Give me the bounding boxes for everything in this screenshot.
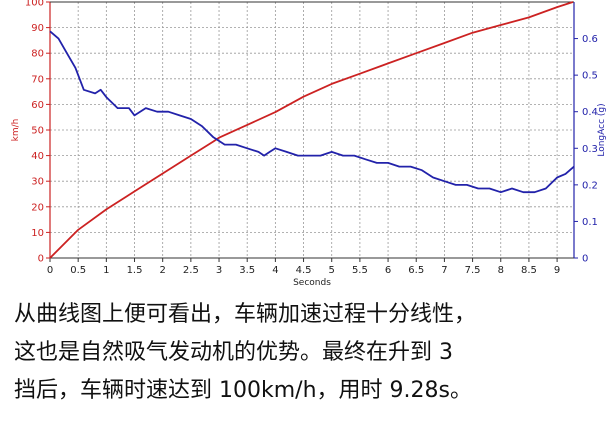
x-tick-label: 0 xyxy=(47,265,53,276)
y-right-tick-label: 0.6 xyxy=(582,34,598,45)
caption-line: 这也是自然吸气发动机的优势。最终在升到 3 xyxy=(14,340,453,365)
x-axis-title: Seconds xyxy=(293,278,331,288)
x-tick-label: 4 xyxy=(272,265,278,276)
chart-series xyxy=(49,1,575,259)
y-left-tick-label: 30 xyxy=(31,177,44,188)
x-tick-label: 3.5 xyxy=(239,265,255,276)
x-tick-label: 1.5 xyxy=(127,265,143,276)
y-right-tick-label: 0.2 xyxy=(582,180,598,191)
y-left-tick-label: 60 xyxy=(31,100,44,111)
y-left-tick-label: 20 xyxy=(31,202,44,213)
x-tick-label: 0.5 xyxy=(70,265,86,276)
y-right-tick-label: 0.4 xyxy=(582,107,598,118)
speed-series-line xyxy=(49,1,574,259)
x-tick-label: 4.5 xyxy=(296,265,312,276)
y-left-tick-label: 10 xyxy=(31,228,44,239)
x-tick-label: 8 xyxy=(498,265,504,276)
y-right-tick-label: 0 xyxy=(582,254,588,265)
y-left-tick-label: 90 xyxy=(31,23,44,34)
x-tick-label: 7 xyxy=(441,265,447,276)
chart-labels: 0 0.5 1 1.5 2 2.5 3 3.5 4 4.5 5 5.5 6 6.5 7 7.5 8 8.5 9010… xyxy=(11,0,607,288)
acceleration-chart: 0 0.5 1 1.5 2 2.5 3 3.5 4 4.5 5 5.5 6 6.5 7 7.5 8 8.5 9010… xyxy=(11,0,607,288)
caption-line: 从曲线图上便可看出，车辆加速过程十分线性， xyxy=(14,302,477,327)
x-tick-label: 1 xyxy=(103,265,109,276)
x-tick-label: 6 xyxy=(385,265,391,276)
y-left-tick-label: 100 xyxy=(25,0,44,9)
y-right-axis-title: LongAcc (g) xyxy=(597,103,607,156)
chart-grid xyxy=(50,2,574,258)
y-right-tick-label: 0.5 xyxy=(582,71,598,82)
x-tick-label: 5 xyxy=(329,265,335,276)
y-left-tick-label: 70 xyxy=(31,74,44,85)
y-right-tick-label: 0.1 xyxy=(582,217,598,228)
x-tick-label: 6.5 xyxy=(408,265,424,276)
x-tick-label: 5.5 xyxy=(352,265,368,276)
y-left-tick-label: 80 xyxy=(31,49,44,60)
y-left-tick-label: 50 xyxy=(31,126,44,137)
acceleration-series-line xyxy=(49,30,575,194)
x-tick-label: 2.5 xyxy=(183,265,199,276)
x-tick-label: 9 xyxy=(554,265,560,276)
x-tick-label: 3 xyxy=(216,265,222,276)
caption-text: 从曲线图上便可看出，车辆加速过程十分线性， 这也是自然吸气发动机的优势。最终在升… xyxy=(14,296,606,410)
caption-line: 挡后，车辆时速达到 100km/h，用时 9.28s。 xyxy=(14,378,472,403)
y-right-tick-label: 0.3 xyxy=(582,144,598,155)
chart-axes xyxy=(46,1,578,262)
x-tick-label: 7.5 xyxy=(465,265,481,276)
x-tick-label: 8.5 xyxy=(521,265,537,276)
x-tick-label: 2 xyxy=(160,265,166,276)
y-left-tick-label: 0 xyxy=(38,254,44,265)
y-left-axis-title: km/h xyxy=(11,119,21,142)
y-left-tick-label: 40 xyxy=(31,151,44,162)
